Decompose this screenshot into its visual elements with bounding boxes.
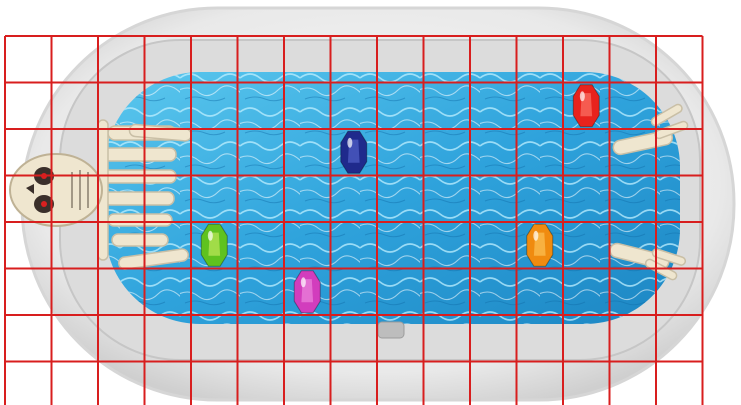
drain xyxy=(377,321,405,339)
blue-gem[interactable] xyxy=(340,130,368,174)
gem-layer xyxy=(200,84,600,314)
green-gem-shine xyxy=(207,230,213,241)
purple-gem[interactable] xyxy=(293,270,321,314)
red-gem[interactable] xyxy=(572,84,600,128)
orange-gem[interactable] xyxy=(526,223,554,267)
skeleton-foot-upper xyxy=(612,103,689,156)
purple-gem-shine xyxy=(300,277,306,288)
skull xyxy=(9,153,103,227)
skeleton-arm-lower xyxy=(118,248,189,270)
red-gem-shine xyxy=(579,91,585,102)
skeleton-foot-lower xyxy=(609,242,687,281)
orange-gem-shine xyxy=(533,230,539,241)
blue-gem-shine xyxy=(347,137,353,148)
green-gem[interactable] xyxy=(200,223,228,267)
